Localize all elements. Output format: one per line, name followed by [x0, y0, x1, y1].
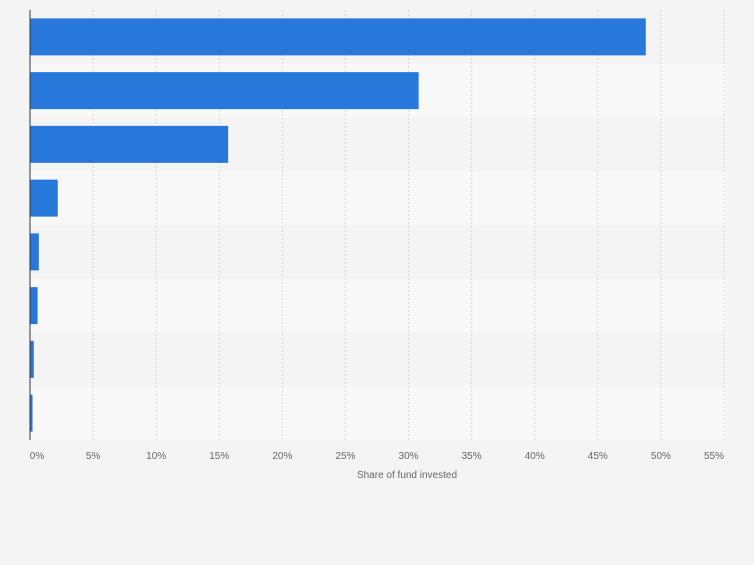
row-band [30, 225, 726, 279]
x-tick-label: 25% [335, 451, 355, 462]
x-tick-label: 35% [462, 451, 482, 462]
row-band [30, 332, 726, 387]
x-tick-label: 30% [399, 451, 419, 462]
row-band [30, 278, 726, 333]
x-tick-label: 20% [272, 451, 292, 462]
x-tick-labels: 0% 5% 10% 15% 20% 25% 30% 35% 40% 45% 50% 55% [30, 451, 724, 462]
x-tick-label: 50% [651, 451, 671, 462]
bar [30, 18, 646, 56]
bar [30, 287, 38, 325]
x-tick-label: 40% [525, 451, 545, 462]
x-tick-label: 10% [146, 451, 166, 462]
bar [30, 179, 58, 217]
bar [30, 72, 419, 110]
x-axis-label: Share of fund invested [357, 470, 457, 481]
row-band [30, 171, 726, 225]
x-tick-label: 45% [588, 451, 608, 462]
bar [30, 125, 229, 163]
bar [30, 340, 34, 378]
bars [30, 18, 646, 432]
x-tick-label: 5% [86, 451, 101, 462]
x-tick-label: 15% [209, 451, 229, 462]
x-tick-label: 0% [30, 451, 45, 462]
bar [30, 394, 33, 432]
x-tick-label: 55% [704, 451, 724, 462]
bar [30, 233, 39, 271]
row-bands [30, 10, 726, 440]
row-band [30, 386, 726, 440]
